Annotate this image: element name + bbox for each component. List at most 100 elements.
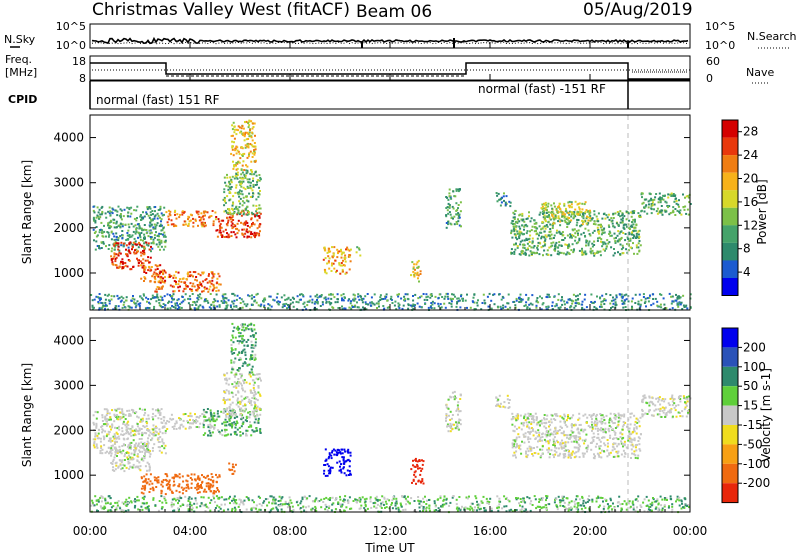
power-cell — [538, 242, 540, 244]
power-cell — [593, 241, 595, 243]
power-cell — [242, 160, 244, 162]
power-cell — [163, 214, 165, 216]
power-cell — [109, 212, 111, 214]
velocity-cell — [183, 488, 185, 490]
power-cell — [582, 223, 584, 225]
power-cell — [634, 227, 636, 229]
power-cell — [155, 226, 157, 228]
power-cell — [625, 306, 627, 308]
velocity-cell — [130, 442, 132, 444]
power-cell — [178, 272, 180, 274]
power-cell — [460, 210, 462, 212]
power-cell — [178, 298, 180, 300]
power-cell — [412, 305, 414, 307]
power-cell — [350, 300, 352, 302]
velocity-cell — [455, 427, 457, 429]
power-cell — [237, 178, 239, 180]
power-cell — [162, 273, 164, 275]
power-cell — [551, 208, 553, 210]
power-cell — [622, 303, 624, 305]
power-cell — [601, 245, 603, 247]
velocity-cell — [238, 335, 240, 337]
velocity-cell — [101, 452, 103, 454]
velocity-cell — [331, 457, 333, 459]
power-cell — [253, 173, 255, 175]
power-cell — [244, 233, 246, 235]
power-cell — [187, 275, 189, 277]
power-cell — [541, 246, 543, 248]
velocity-cell — [237, 354, 239, 356]
power-cell — [150, 236, 152, 238]
power-cell — [250, 161, 252, 163]
power-cell — [284, 299, 286, 301]
power-cell — [344, 255, 346, 257]
power-cell — [108, 299, 110, 301]
power-cell — [537, 301, 539, 303]
power-cell — [337, 298, 339, 300]
power-cell — [417, 297, 419, 299]
velocity-cell — [135, 447, 137, 449]
power-cell — [581, 254, 583, 256]
power-cell — [424, 303, 426, 305]
velocity-cell — [237, 402, 239, 404]
power-cell — [682, 194, 684, 196]
velocity-cell — [207, 424, 209, 426]
power-cell — [600, 254, 602, 256]
power-cell — [95, 296, 97, 298]
velocity-cell — [118, 446, 120, 448]
power-cell — [164, 280, 166, 282]
power-cell — [322, 303, 324, 305]
velocity-cell — [237, 378, 239, 380]
power-cell — [200, 212, 202, 214]
velocity-cell — [218, 416, 220, 418]
velocity-cell — [599, 439, 601, 441]
power-cell — [304, 302, 306, 304]
power-cell — [241, 229, 243, 231]
power-cell — [240, 302, 242, 304]
power-cell — [145, 272, 147, 274]
power-cell — [143, 276, 145, 278]
power-cell — [514, 216, 516, 218]
power-cell — [111, 259, 113, 261]
power-cell — [255, 210, 257, 212]
power-cell — [191, 304, 193, 306]
power-cell — [173, 298, 175, 300]
velocity-cell — [203, 434, 205, 436]
power-cell — [199, 219, 201, 221]
power-cell — [115, 264, 117, 266]
power-cell — [447, 213, 449, 215]
velocity-cell — [115, 465, 117, 467]
power-cell — [148, 215, 150, 217]
velocity-cell — [160, 412, 162, 414]
power-cell — [113, 222, 115, 224]
velocity-cell — [216, 481, 218, 483]
power-cell — [582, 301, 584, 303]
velocity-cell — [117, 451, 119, 453]
cpid-segment-2: normal (fast) -151 RF — [478, 82, 606, 96]
power-cell — [325, 257, 327, 259]
power-cell — [513, 225, 515, 227]
power-cell — [128, 226, 130, 228]
velocity-cell — [99, 452, 101, 454]
velocity-cell — [233, 341, 235, 343]
power-cell — [235, 165, 237, 167]
power-cell — [508, 201, 510, 203]
power-cell — [179, 303, 181, 305]
power-cell — [461, 298, 463, 300]
power-cell — [544, 240, 546, 242]
power-cell — [555, 242, 557, 244]
power-cell — [248, 155, 250, 157]
velocity-cell — [147, 481, 149, 483]
velocity-cell — [176, 420, 178, 422]
power-cell — [144, 267, 146, 269]
velocity-cell — [260, 432, 262, 434]
power-cell — [621, 248, 623, 250]
power-cell — [540, 232, 542, 234]
power-cell — [519, 230, 521, 232]
power-cell — [147, 307, 149, 309]
power-cell — [135, 240, 137, 242]
velocity-cell — [233, 327, 235, 329]
power-cell — [609, 231, 611, 233]
velocity-cell — [161, 445, 163, 447]
velocity-cell — [128, 455, 130, 457]
